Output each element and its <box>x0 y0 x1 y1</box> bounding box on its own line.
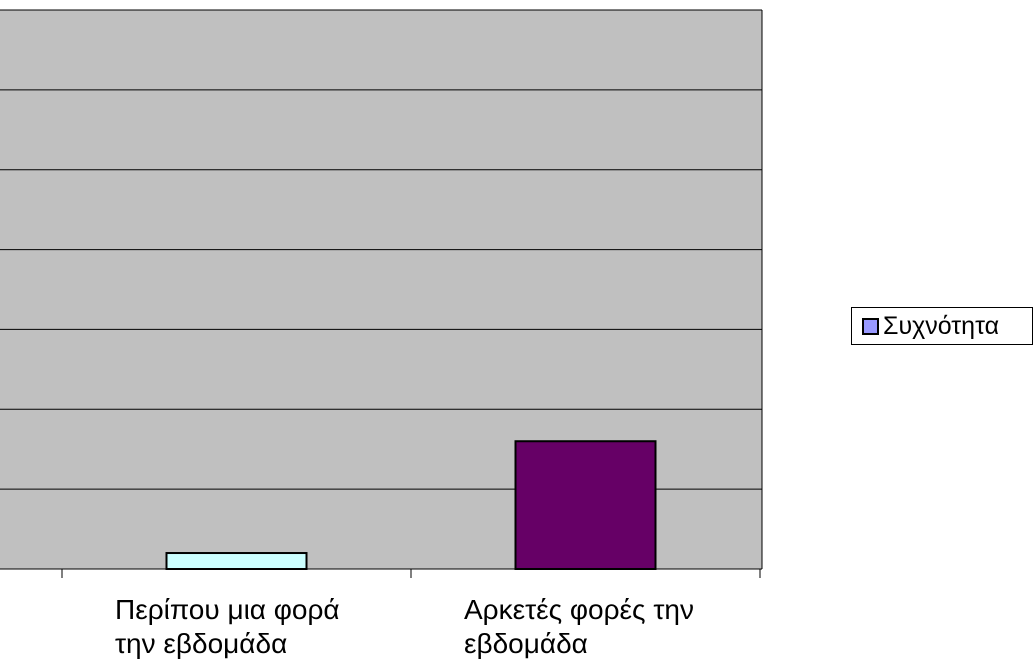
legend: Συχνότητα <box>851 307 1033 345</box>
legend-label: Συχνότητα <box>883 311 1000 340</box>
bar-2 <box>514 440 657 571</box>
category-label-2-line-2: εβδομάδα <box>464 628 588 659</box>
gridlines <box>0 9 763 569</box>
x-axis <box>0 568 762 578</box>
bar-1 <box>165 552 308 570</box>
legend-swatch <box>862 317 879 335</box>
category-label-1-line-2: την εβδομάδα <box>115 628 288 659</box>
category-label-1-line-1: Περίπου μια φορά <box>115 594 340 625</box>
category-label-2: Αρκετές φορές την εβδομάδα <box>464 593 694 661</box>
category-label-2-line-1: Αρκετές φορές την <box>464 594 694 625</box>
category-label-1: Περίπου μια φορά την εβδομάδα <box>115 593 340 661</box>
category-label-0 <box>0 593 8 663</box>
